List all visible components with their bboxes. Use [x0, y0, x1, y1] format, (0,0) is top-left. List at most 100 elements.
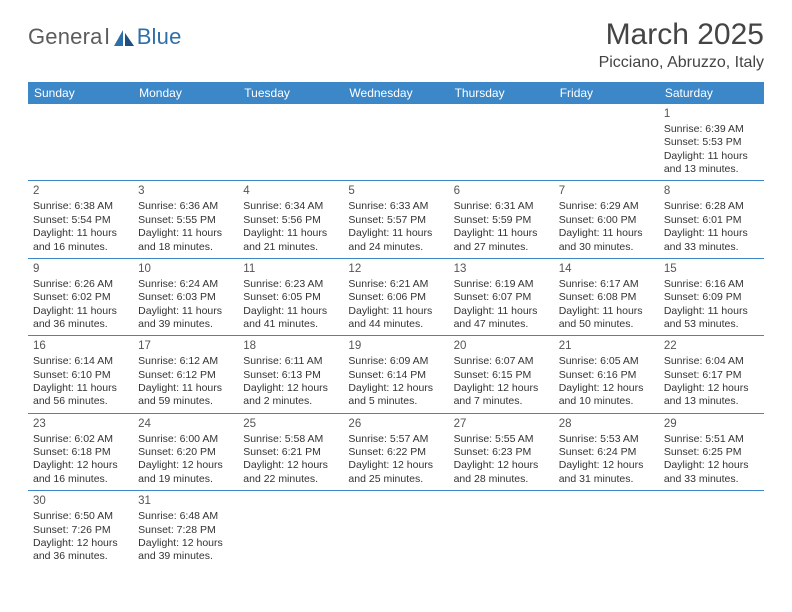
sunrise-text: Sunrise: 6:23 AM: [243, 278, 338, 291]
calendar-day-cell: 2Sunrise: 6:38 AMSunset: 5:54 PMDaylight…: [28, 181, 133, 258]
calendar-day-cell: [449, 491, 554, 568]
sunset-text: Sunset: 5:54 PM: [33, 214, 128, 227]
sunrise-text: Sunrise: 6:07 AM: [454, 355, 549, 368]
day-number: 6: [454, 184, 549, 199]
calendar-day-cell: 12Sunrise: 6:21 AMSunset: 6:06 PMDayligh…: [343, 258, 448, 335]
day-number: 12: [348, 262, 443, 277]
daylight-text: Daylight: 11 hours and 59 minutes.: [138, 382, 233, 409]
daylight-text: Daylight: 12 hours and 2 minutes.: [243, 382, 338, 409]
sunset-text: Sunset: 6:22 PM: [348, 446, 443, 459]
day-number: 25: [243, 417, 338, 432]
day-number: 18: [243, 339, 338, 354]
sunset-text: Sunset: 5:53 PM: [664, 136, 759, 149]
day-number: 4: [243, 184, 338, 199]
sunrise-text: Sunrise: 5:55 AM: [454, 433, 549, 446]
calendar-day-cell: 7Sunrise: 6:29 AMSunset: 6:00 PMDaylight…: [554, 181, 659, 258]
calendar-day-cell: 25Sunrise: 5:58 AMSunset: 6:21 PMDayligh…: [238, 413, 343, 490]
sunrise-text: Sunrise: 6:04 AM: [664, 355, 759, 368]
sunset-text: Sunset: 5:56 PM: [243, 214, 338, 227]
weekday-header: Sunday: [28, 82, 133, 104]
calendar-day-cell: 24Sunrise: 6:00 AMSunset: 6:20 PMDayligh…: [133, 413, 238, 490]
calendar-day-cell: 22Sunrise: 6:04 AMSunset: 6:17 PMDayligh…: [659, 336, 764, 413]
calendar-day-cell: [659, 491, 764, 568]
title-block: March 2025 Picciano, Abruzzo, Italy: [599, 18, 764, 72]
day-number: 22: [664, 339, 759, 354]
daylight-text: Daylight: 12 hours and 39 minutes.: [138, 537, 233, 564]
calendar-day-cell: 11Sunrise: 6:23 AMSunset: 6:05 PMDayligh…: [238, 258, 343, 335]
calendar-day-cell: 26Sunrise: 5:57 AMSunset: 6:22 PMDayligh…: [343, 413, 448, 490]
daylight-text: Daylight: 11 hours and 30 minutes.: [559, 227, 654, 254]
day-number: 19: [348, 339, 443, 354]
sunrise-text: Sunrise: 5:58 AM: [243, 433, 338, 446]
sunset-text: Sunset: 6:13 PM: [243, 369, 338, 382]
calendar-day-cell: [343, 104, 448, 181]
sunrise-text: Sunrise: 6:33 AM: [348, 200, 443, 213]
calendar-day-cell: [343, 491, 448, 568]
sunrise-text: Sunrise: 6:31 AM: [454, 200, 549, 213]
sunset-text: Sunset: 6:02 PM: [33, 291, 128, 304]
calendar-day-cell: 17Sunrise: 6:12 AMSunset: 6:12 PMDayligh…: [133, 336, 238, 413]
weekday-header: Saturday: [659, 82, 764, 104]
calendar-day-cell: 30Sunrise: 6:50 AMSunset: 7:26 PMDayligh…: [28, 491, 133, 568]
day-number: 15: [664, 262, 759, 277]
day-number: 23: [33, 417, 128, 432]
day-number: 2: [33, 184, 128, 199]
sunrise-text: Sunrise: 6:50 AM: [33, 510, 128, 523]
daylight-text: Daylight: 11 hours and 50 minutes.: [559, 305, 654, 332]
sunrise-text: Sunrise: 6:05 AM: [559, 355, 654, 368]
daylight-text: Daylight: 11 hours and 33 minutes.: [664, 227, 759, 254]
weekday-header: Monday: [133, 82, 238, 104]
calendar-day-cell: 27Sunrise: 5:55 AMSunset: 6:23 PMDayligh…: [449, 413, 554, 490]
day-number: 27: [454, 417, 549, 432]
daylight-text: Daylight: 12 hours and 22 minutes.: [243, 459, 338, 486]
sunset-text: Sunset: 6:08 PM: [559, 291, 654, 304]
sunset-text: Sunset: 6:18 PM: [33, 446, 128, 459]
sunset-text: Sunset: 6:05 PM: [243, 291, 338, 304]
calendar-day-cell: 13Sunrise: 6:19 AMSunset: 6:07 PMDayligh…: [449, 258, 554, 335]
logo-text-l: l: [105, 24, 110, 50]
calendar-day-cell: [554, 491, 659, 568]
sunset-text: Sunset: 6:14 PM: [348, 369, 443, 382]
logo: GeneralBlue: [28, 18, 182, 50]
sunrise-text: Sunrise: 6:12 AM: [138, 355, 233, 368]
calendar-day-cell: 4Sunrise: 6:34 AMSunset: 5:56 PMDaylight…: [238, 181, 343, 258]
day-number: 14: [559, 262, 654, 277]
weekday-header: Friday: [554, 82, 659, 104]
sunrise-text: Sunrise: 5:53 AM: [559, 433, 654, 446]
sunset-text: Sunset: 6:16 PM: [559, 369, 654, 382]
daylight-text: Daylight: 12 hours and 28 minutes.: [454, 459, 549, 486]
calendar-day-cell: [238, 104, 343, 181]
day-number: 17: [138, 339, 233, 354]
weekday-header: Wednesday: [343, 82, 448, 104]
logo-sail-icon: [114, 30, 134, 51]
sunset-text: Sunset: 6:09 PM: [664, 291, 759, 304]
weekday-header: Tuesday: [238, 82, 343, 104]
weekday-header: Thursday: [449, 82, 554, 104]
sunrise-text: Sunrise: 6:21 AM: [348, 278, 443, 291]
daylight-text: Daylight: 11 hours and 39 minutes.: [138, 305, 233, 332]
logo-text-general: Genera: [28, 24, 103, 50]
day-number: 1: [664, 107, 759, 122]
calendar-day-cell: [238, 491, 343, 568]
sunset-text: Sunset: 6:06 PM: [348, 291, 443, 304]
sunset-text: Sunset: 5:55 PM: [138, 214, 233, 227]
calendar-week-row: 16Sunrise: 6:14 AMSunset: 6:10 PMDayligh…: [28, 336, 764, 413]
sunset-text: Sunset: 6:17 PM: [664, 369, 759, 382]
daylight-text: Daylight: 11 hours and 24 minutes.: [348, 227, 443, 254]
day-number: 29: [664, 417, 759, 432]
sunrise-text: Sunrise: 6:34 AM: [243, 200, 338, 213]
sunrise-text: Sunrise: 6:16 AM: [664, 278, 759, 291]
daylight-text: Daylight: 11 hours and 44 minutes.: [348, 305, 443, 332]
daylight-text: Daylight: 11 hours and 21 minutes.: [243, 227, 338, 254]
daylight-text: Daylight: 12 hours and 31 minutes.: [559, 459, 654, 486]
day-number: 9: [33, 262, 128, 277]
sunset-text: Sunset: 7:28 PM: [138, 524, 233, 537]
calendar-day-cell: 19Sunrise: 6:09 AMSunset: 6:14 PMDayligh…: [343, 336, 448, 413]
sunset-text: Sunset: 5:57 PM: [348, 214, 443, 227]
sunset-text: Sunset: 6:01 PM: [664, 214, 759, 227]
daylight-text: Daylight: 11 hours and 36 minutes.: [33, 305, 128, 332]
sunrise-text: Sunrise: 6:28 AM: [664, 200, 759, 213]
sunrise-text: Sunrise: 6:17 AM: [559, 278, 654, 291]
daylight-text: Daylight: 11 hours and 56 minutes.: [33, 382, 128, 409]
daylight-text: Daylight: 12 hours and 13 minutes.: [664, 382, 759, 409]
